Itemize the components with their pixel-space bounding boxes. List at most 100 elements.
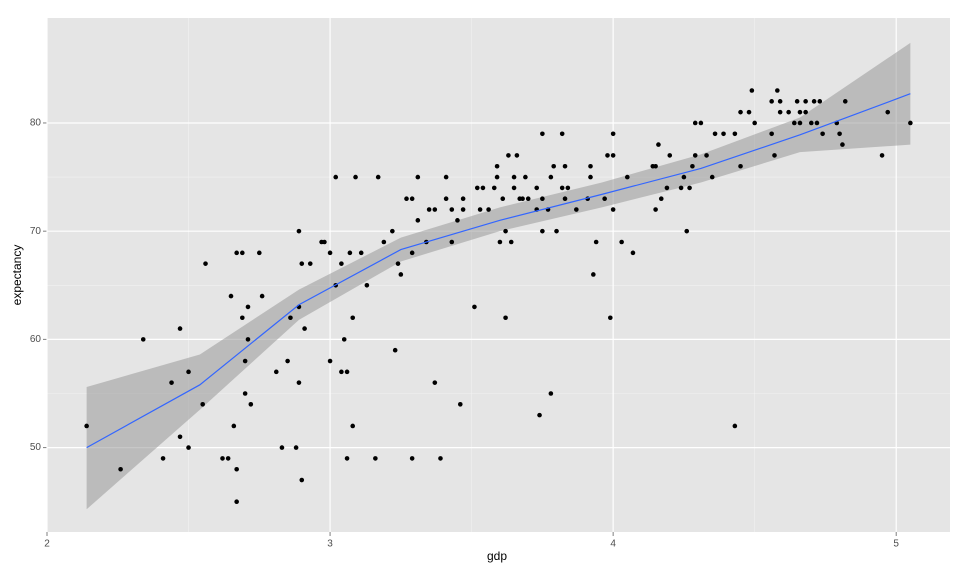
y-axis-title: expectancy <box>10 245 24 306</box>
point <box>624 174 630 180</box>
point <box>341 337 347 342</box>
point <box>610 207 616 212</box>
point <box>460 196 466 202</box>
point <box>664 185 670 191</box>
point <box>474 185 480 191</box>
point <box>449 207 455 212</box>
point <box>721 131 726 137</box>
point <box>353 174 358 180</box>
point <box>395 261 401 266</box>
point <box>678 185 684 191</box>
point <box>808 120 814 126</box>
point <box>667 153 673 158</box>
point <box>344 369 350 375</box>
point <box>525 196 531 202</box>
point <box>392 347 398 353</box>
point <box>322 239 327 245</box>
point <box>333 174 339 180</box>
confidence-band <box>86 42 911 510</box>
point <box>118 466 123 472</box>
point <box>296 228 302 234</box>
point <box>299 477 305 483</box>
point <box>455 218 460 223</box>
point <box>449 239 455 245</box>
point <box>817 99 823 104</box>
point <box>494 163 500 169</box>
point <box>803 109 808 115</box>
point <box>409 456 415 461</box>
point <box>885 109 891 115</box>
point <box>687 185 692 191</box>
panel <box>47 18 950 532</box>
point <box>503 228 508 234</box>
point <box>302 326 307 331</box>
point <box>738 163 743 169</box>
point <box>373 456 378 461</box>
point <box>245 304 251 310</box>
point <box>186 369 191 375</box>
point <box>548 174 554 180</box>
point <box>503 315 508 321</box>
point <box>690 163 695 169</box>
point <box>681 174 687 180</box>
point <box>684 228 690 234</box>
point <box>777 109 783 115</box>
point <box>879 153 885 158</box>
point <box>820 131 825 137</box>
point <box>732 131 738 137</box>
point <box>610 131 616 137</box>
point <box>486 207 491 212</box>
x-tick-label: 4 <box>610 539 616 550</box>
point <box>339 261 344 266</box>
point <box>908 120 913 126</box>
point <box>240 250 245 256</box>
point <box>234 466 239 472</box>
point <box>438 456 443 461</box>
point <box>752 120 757 126</box>
point <box>426 207 432 212</box>
y-tick-label: 80 <box>30 118 42 129</box>
point <box>506 153 511 158</box>
point <box>390 228 395 234</box>
point <box>460 207 466 212</box>
point <box>797 120 803 126</box>
point <box>404 196 409 202</box>
point <box>738 109 743 115</box>
point <box>234 499 239 505</box>
point <box>548 391 554 396</box>
point <box>203 261 208 266</box>
point <box>653 163 658 169</box>
point <box>293 445 299 450</box>
point <box>257 250 262 256</box>
point <box>602 196 607 202</box>
point <box>364 282 370 288</box>
point <box>593 239 599 245</box>
point <box>415 218 421 223</box>
point <box>508 239 514 245</box>
point <box>658 196 664 202</box>
point <box>769 99 774 104</box>
point <box>375 174 381 180</box>
point <box>692 153 698 158</box>
point <box>511 185 517 191</box>
point <box>409 196 415 202</box>
point <box>559 131 565 137</box>
point <box>777 99 783 104</box>
point <box>692 120 698 126</box>
point <box>457 402 463 407</box>
point <box>169 380 174 385</box>
point <box>500 196 506 202</box>
point <box>160 456 166 461</box>
point <box>398 272 404 277</box>
point <box>225 456 231 461</box>
point <box>409 250 415 256</box>
point <box>803 99 808 104</box>
point <box>704 153 709 158</box>
point <box>588 174 593 180</box>
y-tick-label: 70 <box>30 226 42 237</box>
x-axis-title: gdp <box>487 549 507 563</box>
point <box>299 261 305 266</box>
y-tick-label: 60 <box>30 334 42 345</box>
point <box>231 423 237 429</box>
point <box>588 163 593 169</box>
